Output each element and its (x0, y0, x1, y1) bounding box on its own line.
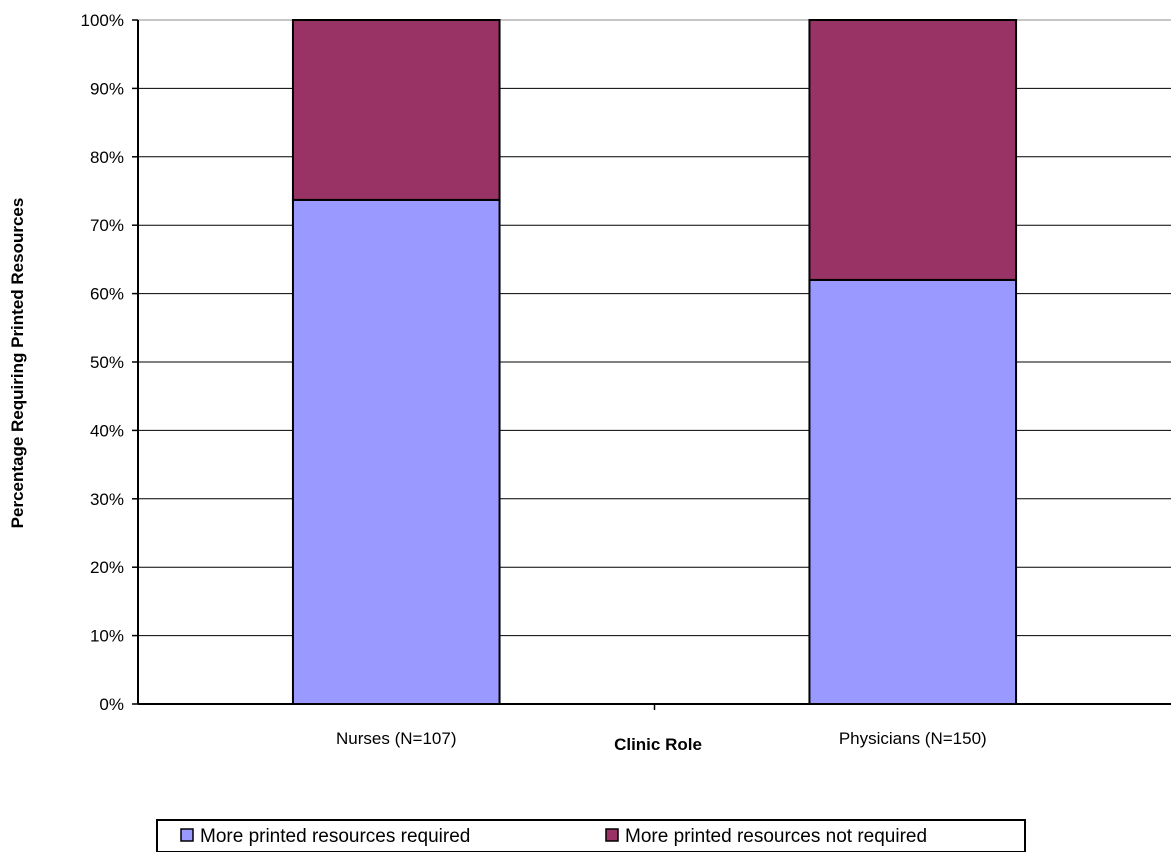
x-axis-title: Clinic Role (614, 735, 702, 754)
y-tick-label: 30% (90, 490, 124, 509)
legend-swatch (180, 828, 194, 842)
legend-label: More printed resources required (200, 826, 470, 847)
bar-segment (808, 278, 1018, 705)
legend-box (156, 819, 1026, 853)
bar-segment (808, 19, 1018, 281)
x-tick-label: Physicians (N=150) (839, 729, 987, 748)
legend-items: More printed resources required More prin… (180, 826, 927, 847)
bar-segment (291, 19, 501, 201)
y-tick-label: 0% (99, 695, 124, 714)
bar-segment (291, 198, 501, 705)
y-tick-label: 70% (90, 216, 124, 235)
y-tick-label: 80% (90, 148, 124, 167)
y-tick-label: 10% (90, 627, 124, 646)
y-tick-label: 90% (90, 79, 124, 98)
y-axis-title: Percentage Requiring Printed Resources (8, 198, 27, 529)
y-tick-label: 40% (90, 421, 124, 440)
x-tick-label: Nurses (N=107) (336, 729, 456, 748)
axes: 0% 10% 20% 30% 40% 50% 60% 70% 80% 90% 100% Nurses … (81, 11, 1171, 748)
y-tick-label: 20% (90, 558, 124, 577)
legend: More printed resources required More prin… (156, 819, 1026, 853)
legend-label: More printed resources not required (625, 826, 927, 847)
y-tick-label: 60% (90, 285, 124, 304)
legend-swatch (605, 828, 619, 842)
y-tick-label: 50% (90, 353, 124, 372)
y-tick-label: 100% (81, 11, 124, 30)
